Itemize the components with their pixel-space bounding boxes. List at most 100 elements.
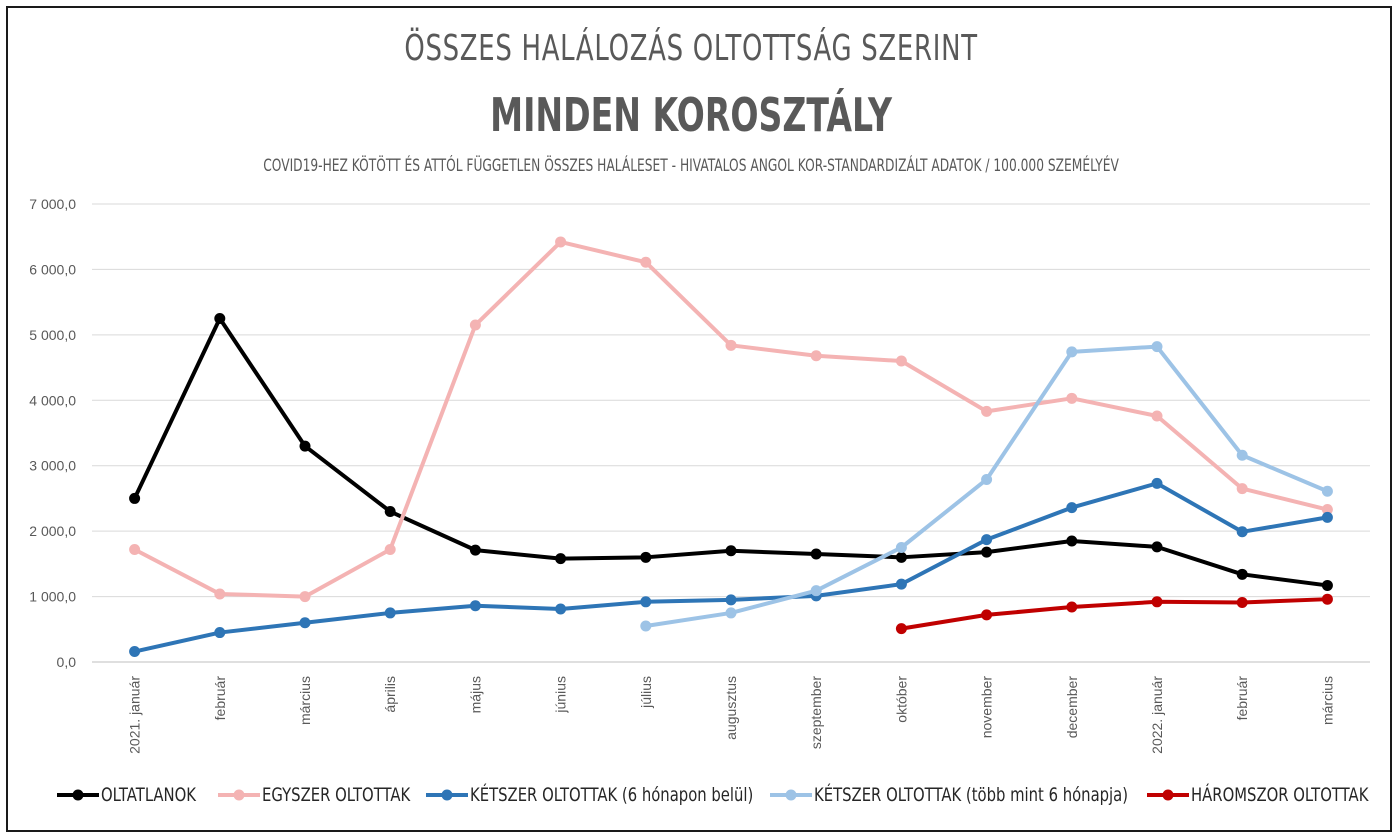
legend-item: KÉTSZER OLTOTTAK (6 hónapon belül) [424, 780, 833, 810]
data-point [129, 646, 141, 658]
legend-swatch [426, 789, 468, 801]
y-tick-label: 7 000,0 [29, 196, 76, 212]
x-tick-label: 2021. január [127, 676, 143, 754]
data-point [384, 607, 396, 619]
data-point [555, 236, 567, 248]
series-line [643, 344, 1330, 629]
x-tick-label: február [1234, 676, 1250, 721]
legend-item: KÉTSZER OLTOTTAK (több mint 6 hónapja) [768, 780, 1217, 810]
data-point [299, 591, 311, 603]
data-point [214, 588, 226, 600]
data-point [981, 546, 993, 558]
data-point [981, 405, 993, 417]
legend-swatch-marker [233, 789, 245, 801]
data-point [1066, 346, 1078, 358]
legend-swatch-marker [72, 789, 84, 801]
data-point [810, 548, 822, 560]
x-tick-label: június [553, 676, 569, 714]
legend-swatch-marker [1162, 789, 1174, 801]
y-tick-label: 0,0 [57, 654, 77, 670]
data-point [981, 473, 993, 485]
series-line [132, 481, 1330, 654]
data-point [1321, 504, 1333, 516]
legend-swatch [770, 789, 812, 801]
data-point [1066, 601, 1078, 613]
data-point [640, 620, 652, 632]
data-point [1151, 341, 1163, 353]
chart-description: COVID19-HEZ KÖTÖTT ÉS ATTÓL FÜGGETLEN ÖS… [263, 156, 1119, 176]
legend-swatch-marker [785, 789, 797, 801]
x-tick-label: május [467, 676, 483, 713]
legend-label: HÁROMSZOR OLTOTTAK [1191, 784, 1369, 806]
data-point [725, 594, 737, 606]
x-tick-label: szeptember [808, 676, 824, 749]
data-point [1321, 579, 1333, 591]
data-point [469, 319, 481, 331]
x-tick-label: március [297, 676, 313, 725]
y-tick-label: 4 000,0 [29, 392, 76, 408]
data-point [214, 313, 226, 324]
legend-label: OLTATLANOK [101, 784, 197, 806]
legend-swatch [57, 789, 99, 801]
legend-item: EGYSZER OLTOTTAK [216, 780, 452, 810]
data-point [810, 585, 822, 597]
data-point [895, 623, 907, 635]
data-point [1066, 392, 1078, 404]
data-point [1066, 535, 1078, 547]
y-tick-label: 3 000,0 [29, 458, 76, 474]
data-point [640, 551, 652, 563]
data-point [1151, 596, 1163, 608]
data-point [640, 256, 652, 268]
data-point [725, 607, 737, 619]
series-line [132, 239, 1330, 599]
data-point [469, 600, 481, 612]
data-point [1151, 541, 1163, 553]
data-point [895, 551, 907, 563]
data-point [1066, 502, 1078, 514]
y-tick-label: 1 000,0 [29, 589, 76, 605]
chart-subtitle: MINDEN KOROSZTÁLY [490, 88, 892, 142]
series-line [899, 597, 1330, 631]
data-point [725, 545, 737, 557]
x-tick-label: december [1064, 676, 1080, 739]
data-point [895, 355, 907, 367]
y-tick-label: 5 000,0 [29, 327, 76, 343]
y-tick-label: 6 000,0 [29, 261, 76, 277]
data-point [1321, 511, 1333, 523]
x-tick-label: október [893, 676, 909, 723]
data-point [555, 603, 567, 615]
data-point [555, 553, 567, 565]
data-point [725, 339, 737, 351]
chart-legend: OLTATLANOK EGYSZER OLTOTTAK KÉTSZER OLTOTT… [0, 780, 1400, 810]
data-point [1236, 526, 1248, 538]
legend-item: OLTATLANOK [55, 780, 223, 810]
x-tick-label: április [382, 676, 398, 713]
x-tick-label: 2022. január [1149, 676, 1165, 754]
legend-swatch [1147, 789, 1189, 801]
data-point [1321, 485, 1333, 497]
x-tick-label: augusztus [723, 676, 739, 740]
legend-label: KÉTSZER OLTOTTAK (6 hónapon belül) [470, 784, 754, 806]
data-point [1151, 477, 1163, 489]
x-tick-label: március [1319, 676, 1335, 725]
data-point [1321, 593, 1333, 605]
data-point [129, 492, 141, 504]
legend-item: HÁROMSZOR OLTOTTAK [1145, 780, 1400, 810]
data-point [640, 596, 652, 608]
data-point [895, 542, 907, 553]
data-point [299, 617, 311, 629]
data-point [384, 543, 396, 555]
data-point [1236, 483, 1248, 495]
data-point [214, 627, 226, 639]
legend-swatch-marker [441, 789, 453, 801]
x-tick-label: július [638, 676, 654, 709]
data-point [810, 350, 822, 362]
data-point [469, 544, 481, 556]
data-point [981, 609, 993, 621]
data-point [895, 578, 907, 590]
x-tick-label: február [212, 676, 228, 721]
legend-swatch [218, 789, 260, 801]
data-point [981, 534, 993, 546]
data-point [1236, 568, 1248, 580]
